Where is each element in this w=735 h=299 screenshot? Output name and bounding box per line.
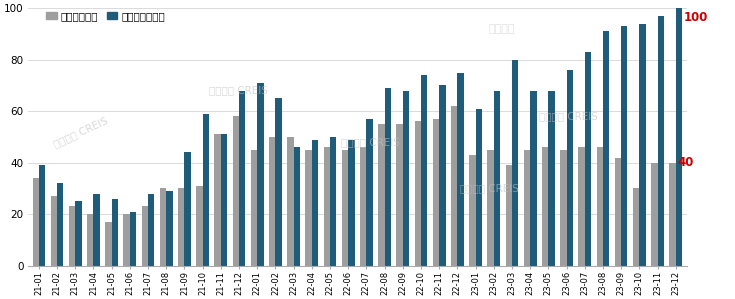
- Bar: [379, 124, 384, 266]
- Bar: [578, 147, 585, 266]
- Bar: [560, 150, 567, 266]
- Text: 中指数据 CREIS: 中指数据 CREIS: [539, 111, 598, 121]
- Bar: [494, 91, 500, 266]
- Bar: [287, 137, 293, 266]
- Bar: [57, 183, 63, 266]
- Bar: [440, 86, 445, 266]
- Bar: [585, 52, 591, 266]
- Bar: [32, 178, 39, 266]
- Text: 中指数据 CREIS: 中指数据 CREIS: [209, 86, 268, 96]
- Bar: [276, 98, 282, 266]
- Text: 40: 40: [677, 156, 693, 169]
- Bar: [239, 91, 245, 266]
- Bar: [123, 214, 130, 266]
- Bar: [330, 137, 337, 266]
- Bar: [639, 24, 645, 266]
- Bar: [487, 150, 494, 266]
- Bar: [524, 150, 530, 266]
- Bar: [178, 188, 184, 266]
- Bar: [506, 165, 512, 266]
- Text: 中指数据: 中指数据: [489, 24, 515, 34]
- Bar: [220, 134, 227, 266]
- Bar: [203, 114, 209, 266]
- Bar: [184, 152, 191, 266]
- Text: 100: 100: [684, 11, 708, 24]
- Legend: 新房下跳个数, 二手房下跳个数: 新房下跳个数, 二手房下跳个数: [46, 11, 165, 21]
- Bar: [670, 163, 675, 266]
- Bar: [366, 119, 373, 266]
- Bar: [403, 91, 409, 266]
- Bar: [384, 88, 391, 266]
- Bar: [39, 165, 46, 266]
- Bar: [512, 60, 518, 266]
- Bar: [542, 147, 548, 266]
- Bar: [469, 155, 476, 266]
- Bar: [457, 73, 464, 266]
- Bar: [148, 194, 154, 266]
- Bar: [633, 188, 639, 266]
- Bar: [567, 70, 573, 266]
- Bar: [675, 8, 682, 266]
- Bar: [87, 214, 93, 266]
- Bar: [51, 196, 57, 266]
- Bar: [233, 116, 239, 266]
- Bar: [451, 106, 457, 266]
- Bar: [651, 163, 658, 266]
- Bar: [257, 83, 264, 266]
- Bar: [396, 124, 403, 266]
- Bar: [130, 212, 136, 266]
- Bar: [105, 222, 112, 266]
- Bar: [597, 147, 603, 266]
- Bar: [621, 26, 628, 266]
- Bar: [433, 119, 440, 266]
- Bar: [415, 121, 421, 266]
- Bar: [196, 186, 203, 266]
- Bar: [142, 207, 148, 266]
- Text: 中指数据 CREIS: 中指数据 CREIS: [52, 115, 110, 149]
- Bar: [323, 147, 330, 266]
- Bar: [614, 158, 621, 266]
- Text: 中指数据 CREIS: 中指数据 CREIS: [459, 184, 518, 193]
- Bar: [269, 137, 276, 266]
- Bar: [530, 91, 537, 266]
- Bar: [306, 150, 312, 266]
- Bar: [312, 140, 318, 266]
- Bar: [348, 140, 354, 266]
- Bar: [69, 207, 75, 266]
- Bar: [476, 109, 482, 266]
- Bar: [160, 188, 166, 266]
- Bar: [166, 191, 173, 266]
- Bar: [421, 75, 427, 266]
- Bar: [251, 150, 257, 266]
- Bar: [215, 134, 220, 266]
- Bar: [360, 147, 366, 266]
- Bar: [75, 201, 82, 266]
- Bar: [93, 194, 100, 266]
- Text: 中指数据 CREIS: 中指数据 CREIS: [341, 137, 400, 147]
- Bar: [658, 16, 664, 266]
- Bar: [112, 199, 118, 266]
- Bar: [548, 91, 555, 266]
- Bar: [293, 147, 300, 266]
- Bar: [342, 150, 348, 266]
- Bar: [603, 31, 609, 266]
